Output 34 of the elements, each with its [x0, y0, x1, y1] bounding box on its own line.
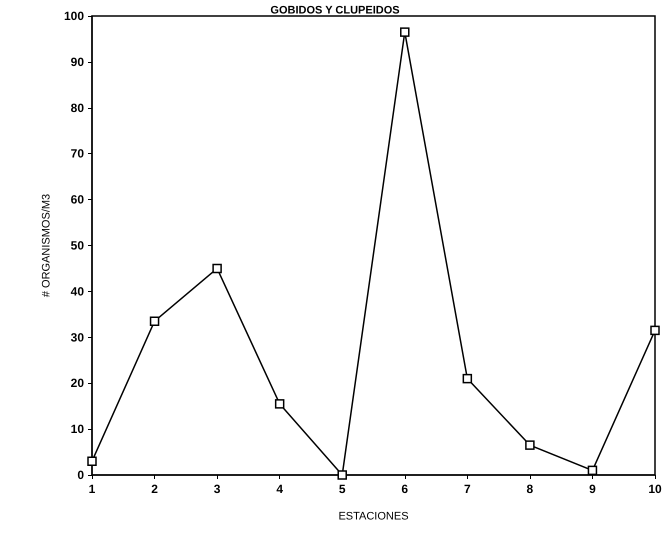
- x-tick-label: 1: [88, 482, 96, 496]
- x-tick-label: 3: [214, 482, 221, 496]
- y-tick-label: 60: [70, 192, 84, 207]
- point: [588, 466, 598, 476]
- point: [212, 264, 222, 274]
- x-tick-label: 4: [276, 482, 284, 496]
- x-tick-label: 5: [338, 482, 346, 496]
- y-tick-label: 30: [70, 330, 84, 344]
- y-tick-label: 90: [70, 54, 84, 69]
- point: [274, 399, 284, 409]
- x-tick-label: 8: [526, 482, 534, 496]
- point: [337, 470, 347, 480]
- y-axis-title: # ORGANISMOS/M3: [40, 194, 52, 298]
- y-tick-label: 10: [70, 422, 84, 436]
- y-tick-label: 50: [70, 238, 84, 252]
- point: [150, 316, 160, 326]
- x-axis-title: ESTACIONES: [338, 510, 409, 522]
- point: [650, 326, 660, 336]
- chart-title: GOBIDOS Y CLUPEIDOS: [270, 4, 400, 16]
- point: [87, 456, 97, 466]
- y-tick-label: 70: [70, 146, 84, 161]
- x-tick-label: 7: [464, 482, 471, 496]
- point: [525, 440, 535, 450]
- x-tick-label: 2: [151, 482, 158, 496]
- point: [462, 374, 472, 384]
- y-tick-label: 20: [70, 376, 84, 390]
- y-tick-label: 40: [70, 284, 84, 298]
- x-tick-label: 6: [401, 482, 408, 496]
- y-tick-label: 80: [70, 100, 84, 115]
- point: [400, 27, 410, 37]
- x-tick-label: 9: [589, 482, 596, 496]
- y-tick-label: 100: [64, 9, 84, 23]
- y-tick-label: 0: [77, 468, 84, 482]
- x-tick-label: 10: [648, 482, 662, 496]
